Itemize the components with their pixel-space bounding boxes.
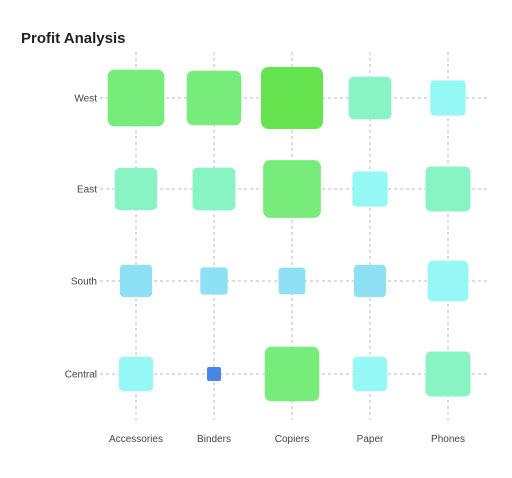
x-tick-copiers: Copiers	[275, 434, 309, 445]
cell-central-paper	[352, 356, 388, 392]
cell-east-phones	[425, 166, 471, 212]
cell-central-phones	[425, 351, 471, 397]
heatmap-cells	[107, 67, 471, 402]
cell-central-copiers	[264, 346, 320, 402]
y-tick-central: Central	[65, 370, 97, 381]
cell-south-copiers	[278, 267, 306, 295]
y-axis-tick-labels: West East South Central	[65, 94, 97, 381]
cell-west-copiers	[261, 67, 323, 129]
y-tick-west: West	[74, 94, 97, 105]
x-tick-binders: Binders	[197, 434, 231, 445]
cell-east-accessories	[114, 167, 158, 211]
cell-west-accessories	[107, 69, 165, 127]
y-tick-south: South	[71, 277, 97, 288]
x-axis-tick-labels: Accessories Binders Copiers Paper Phones	[109, 434, 465, 445]
x-tick-accessories: Accessories	[109, 434, 163, 445]
cell-west-binders	[186, 70, 242, 126]
cell-central-accessories	[118, 356, 154, 392]
cell-south-accessories	[119, 264, 153, 298]
y-tick-east: East	[77, 185, 97, 196]
cell-south-paper	[353, 264, 387, 298]
chart-title: Profit Analysis	[21, 30, 126, 47]
x-tick-phones: Phones	[431, 434, 465, 445]
cell-east-paper	[352, 171, 388, 207]
x-tick-paper: Paper	[357, 434, 384, 445]
cell-west-paper	[348, 76, 392, 120]
cell-west-phones	[430, 80, 466, 116]
cell-central-binders	[207, 367, 221, 381]
cell-south-phones	[427, 260, 469, 302]
cell-east-binders	[192, 167, 236, 211]
cell-south-binders	[200, 267, 228, 295]
cell-east-copiers	[263, 160, 321, 218]
